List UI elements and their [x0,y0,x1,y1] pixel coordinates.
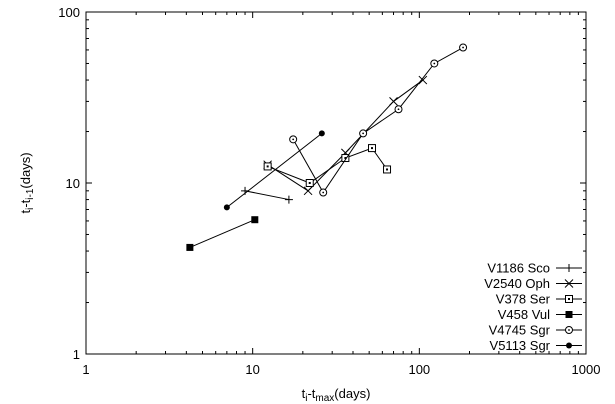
data-point [318,130,325,137]
series-layer [186,43,468,251]
legend-label: V5113 Sgr [490,338,551,353]
data-point-center [568,298,570,300]
x-tick-label: 10 [245,362,259,377]
legend-label: V458 Vul [498,307,550,322]
data-point [284,195,293,204]
data-point [565,311,573,318]
data-point [186,243,194,251]
data-point-center [371,147,374,150]
data-point-center [386,168,389,171]
y-axis-label: ti-ti-1(days) [18,152,36,213]
data-point-center [362,132,365,135]
data-point [223,204,230,211]
series-v458-vul [186,216,259,251]
series-line [267,147,388,184]
data-point [564,279,574,288]
series-v378-ser [263,144,392,187]
x-axis-label: ti-tmax(days) [302,386,371,404]
legend-entry: V4745 Sgr [489,323,582,338]
y-tick-label: 100 [58,5,80,20]
series-v2540-oph [263,75,428,196]
legend-entry: V458 Vul [498,307,582,322]
series-line [244,190,290,201]
axis-ticks: 1 10 100 1000 1 10 100 [58,5,600,377]
y-tick-label: 1 [73,347,80,362]
legend-label: V378 Ser [496,292,551,307]
data-point [418,75,428,85]
data-point-center [397,108,400,111]
data-point [251,216,259,224]
legend-entry: V378 Ser [496,292,582,307]
x-tick-label: 1 [82,362,89,377]
data-point-center [292,138,295,141]
data-point-center [344,157,347,160]
legend-entry: V2540 Oph [484,276,582,291]
legend-entry: V5113 Sgr [490,338,582,353]
data-point-center [266,165,269,168]
series-line [189,219,256,248]
data-point-center [433,62,436,65]
series-line [226,133,323,208]
y-tick-label: 10 [66,176,80,191]
data-point [565,264,573,272]
data-point [566,342,572,349]
legend-label: V1186 Sco [487,261,550,276]
data-point-center [462,46,464,49]
data-point [303,186,313,196]
data-point-center [308,182,311,184]
legend-label: V4745 Sgr [489,323,551,338]
data-point-center [322,191,325,194]
legend-entry: V1186 Sco [487,261,582,276]
series-v4745-sgr [289,43,468,197]
data-point-center [568,329,570,331]
x-tick-label: 1000 [572,362,601,377]
series-line [267,79,424,192]
series-v1186-sco [241,186,293,204]
data-point [389,97,398,106]
series-line [292,47,464,194]
series-v5113-sgr [223,130,325,211]
legend-label: V2540 Oph [484,276,550,291]
x-tick-label: 100 [408,362,430,377]
